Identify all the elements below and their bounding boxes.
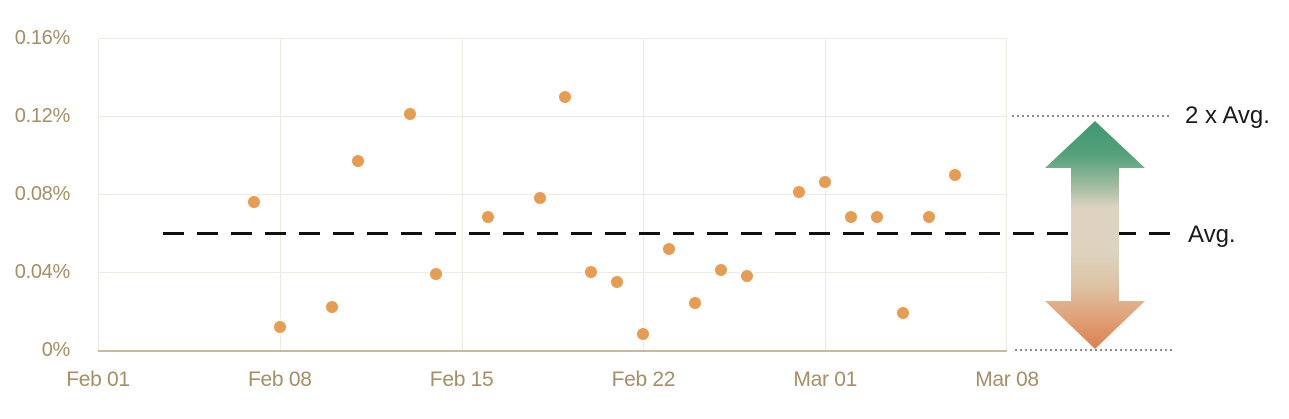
h-gridline (98, 194, 1007, 195)
average-label: Avg. (1188, 221, 1236, 248)
data-point (349, 152, 366, 169)
data-point (661, 240, 678, 257)
data-point (245, 193, 262, 210)
data-point (739, 267, 756, 284)
data-point (947, 166, 964, 183)
data-point (843, 209, 860, 226)
y-tick-label: 0% (41, 339, 71, 361)
average-dashed-line (163, 232, 1170, 235)
y-tick-label: 0.04% (14, 261, 71, 283)
data-point (557, 88, 574, 105)
range-gradient-arrow-icon (1045, 119, 1145, 351)
y-tick-label: 0.16% (14, 27, 71, 49)
data-point (687, 295, 704, 312)
v-gridline (825, 38, 827, 350)
v-gridline (643, 38, 645, 350)
x-tick-label: Feb 22 (611, 368, 676, 391)
x-tick-label: Feb 15 (429, 368, 494, 391)
data-point (427, 265, 444, 282)
data-point (895, 304, 912, 321)
data-point (609, 273, 626, 290)
v-gridline (461, 38, 463, 350)
x-tick-label: Feb 01 (66, 368, 130, 391)
data-point (791, 184, 808, 201)
y-tick-label: 0.12% (14, 105, 71, 127)
data-point (531, 189, 548, 206)
double-average-label: 2 x Avg. (1185, 102, 1270, 129)
x-axis-line (98, 350, 1007, 352)
data-point (583, 264, 600, 280)
double-average-dotted-guide (1012, 115, 1172, 117)
data-point (271, 318, 288, 335)
data-point (713, 262, 730, 279)
zero-dotted-guide (1015, 349, 1175, 351)
x-tick-label: Mar 01 (793, 368, 857, 391)
x-tick-label: Feb 08 (248, 368, 312, 391)
y-tick-label: 0.08% (14, 183, 71, 205)
v-gridline (279, 38, 281, 350)
data-point (817, 174, 834, 191)
h-gridline (98, 272, 1007, 273)
data-point (921, 209, 938, 226)
data-point (635, 326, 652, 343)
data-point (479, 209, 496, 226)
data-point (323, 299, 340, 316)
data-point (869, 209, 886, 226)
h-gridline (98, 116, 1007, 117)
x-tick-label: Mar 08 (975, 368, 1039, 391)
data-point (401, 106, 418, 123)
